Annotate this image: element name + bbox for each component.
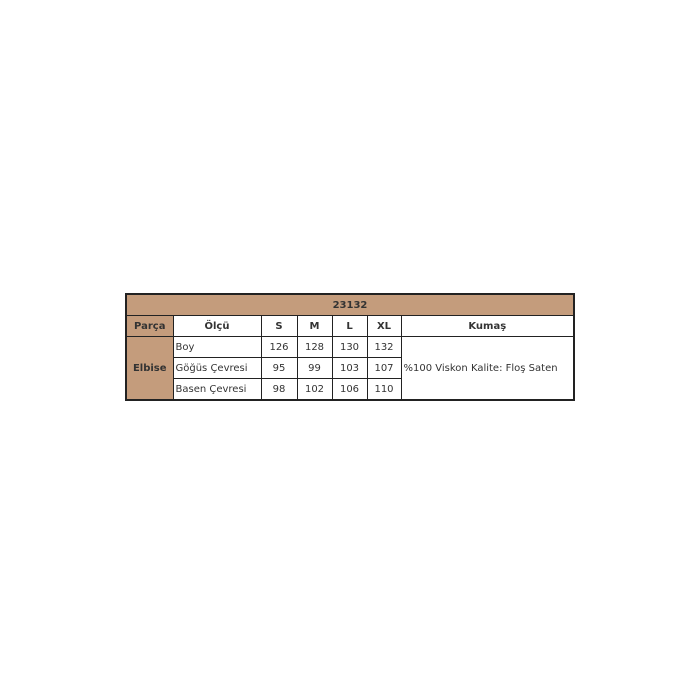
header-row: Parça Ölçü S M L XL Kumaş	[125, 315, 575, 337]
header-part: Parça	[125, 315, 174, 337]
part-name: Elbise	[125, 336, 174, 401]
cell: 106	[331, 378, 368, 401]
cell: 102	[296, 378, 333, 401]
header-size-l: L	[331, 315, 368, 337]
cell: 132	[366, 336, 402, 358]
header-size-xl: XL	[366, 315, 402, 337]
fabric-info: %100 Viskon Kalite: Floş Saten	[400, 336, 575, 401]
cell: 103	[331, 357, 368, 379]
header-measure: Ölçü	[172, 315, 262, 337]
cell: 110	[366, 378, 402, 401]
header-size-s: S	[260, 315, 298, 337]
table-row: Elbise Boy 126 128 130 132 %100 Viskon K…	[125, 336, 575, 401]
header-fabric: Kumaş	[400, 315, 575, 337]
cell: 126	[260, 336, 298, 358]
table-row: Basen Çevresi 98 102 106 110	[126, 378, 574, 401]
cell: 128	[296, 336, 333, 358]
measure-label: Basen Çevresi	[172, 378, 262, 401]
measure-label: Göğüs Çevresi	[172, 357, 262, 379]
cell: 98	[260, 378, 298, 401]
cell: 95	[260, 357, 298, 379]
header-size-m: M	[296, 315, 333, 337]
product-code: 23132	[125, 293, 575, 316]
cell: 130	[331, 336, 368, 358]
cell: 99	[296, 357, 333, 379]
title-row: 23132	[125, 293, 575, 316]
table-row: Göğüs Çevresi 95 99 103 107	[126, 357, 574, 379]
cell: 107	[366, 357, 402, 379]
measure-label: Boy	[172, 336, 262, 358]
size-chart-table: 23132 Parça Ölçü S M L XL Kumaş Elbise B…	[125, 293, 575, 401]
